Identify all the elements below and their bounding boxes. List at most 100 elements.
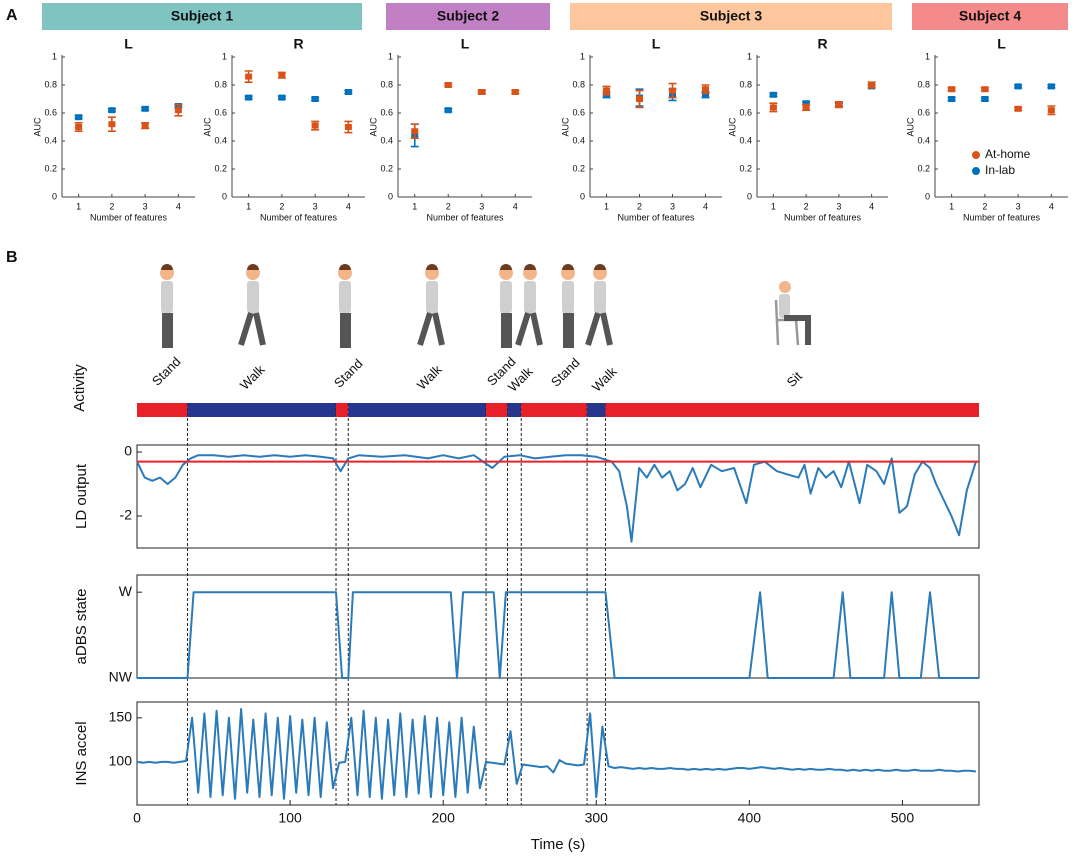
y-tick-label: 1 [52, 51, 57, 61]
y-tick-label: NW [109, 669, 133, 685]
activity-segment [605, 403, 979, 417]
marker [702, 86, 709, 93]
marker [108, 107, 116, 114]
activity-icon [160, 264, 174, 348]
y-axis-label: AUC [727, 117, 737, 137]
y-tick-label: 0.2 [572, 163, 585, 173]
marker [311, 122, 319, 129]
x-tick-label: 0 [133, 810, 141, 826]
subject-header [386, 3, 550, 30]
y-tick-label: 0.8 [739, 79, 752, 89]
plot-box [136, 574, 980, 679]
marker [669, 87, 676, 94]
y-axis-label: Activity [71, 364, 88, 412]
y-tick-label: 0.6 [214, 107, 227, 117]
x-axis-label: Number of features [260, 212, 338, 222]
x-tick-label: 3 [1016, 201, 1021, 211]
marker [478, 89, 486, 95]
y-tick-label: 0.8 [380, 79, 393, 89]
subject-header [912, 3, 1068, 30]
activity-icon [774, 281, 811, 346]
x-tick-label: 3 [836, 201, 841, 211]
activity-segment [348, 403, 487, 417]
y-tick-label: 0.2 [380, 163, 393, 173]
marker [344, 124, 352, 130]
activity-icon [417, 264, 445, 346]
x-tick-label: 1 [412, 201, 417, 211]
chart-title: R [817, 36, 827, 52]
activity-label: Stand [331, 356, 366, 391]
panel-label: A [6, 7, 18, 24]
y-tick-label: 0.2 [739, 163, 752, 173]
data-line [136, 454, 977, 543]
activity-icon [561, 264, 575, 348]
activity-segment [486, 403, 508, 417]
y-tick-label: 0 [580, 191, 585, 201]
y-tick-label: 0 [747, 191, 752, 201]
data-line [136, 708, 977, 800]
marker [769, 104, 777, 111]
activity-icon [238, 264, 266, 346]
activity-label: Walk [414, 362, 445, 393]
marker [311, 96, 319, 102]
plot-box [136, 701, 980, 806]
y-tick-label: 0.8 [917, 79, 930, 89]
x-tick-label: 2 [279, 201, 284, 211]
subject-label: Subject 3 [700, 8, 762, 24]
y-axis-label: INS accel [73, 721, 90, 785]
x-axis-label: Number of features [963, 212, 1041, 222]
chart-title: L [461, 36, 470, 52]
y-tick-label: 0.2 [44, 163, 57, 173]
plot-box [136, 444, 980, 549]
x-axis-label: Number of features [90, 212, 168, 222]
x-tick-label: 3 [670, 201, 675, 211]
y-tick-label: 0.4 [44, 135, 57, 145]
activity-segment [521, 403, 588, 417]
y-tick-label: 0.2 [917, 163, 930, 173]
y-tick-label: -2 [120, 507, 133, 523]
y-tick-label: 1 [580, 51, 585, 61]
marker [411, 128, 419, 135]
y-axis-label: aDBS state [73, 589, 90, 665]
y-tick-label: 0.4 [739, 135, 752, 145]
x-tick-label: 500 [891, 810, 915, 826]
marker [444, 107, 452, 114]
y-axis-label: AUC [202, 117, 212, 137]
x-tick-label: 4 [513, 201, 518, 211]
x-axis-label: Time (s) [531, 836, 585, 853]
marker [75, 124, 83, 130]
y-tick-label: 1 [388, 51, 393, 61]
marker [278, 94, 286, 101]
subject-label: Subject 2 [437, 8, 499, 24]
y-axis-label: LD output [73, 463, 90, 529]
x-tick-label: 4 [346, 201, 351, 211]
x-tick-label: 1 [76, 201, 81, 211]
x-tick-label: 4 [176, 201, 181, 211]
y-tick-label: 0 [925, 191, 930, 201]
subject-header [42, 3, 362, 30]
y-tick-label: 0.2 [214, 163, 227, 173]
activity-segment [587, 403, 606, 417]
x-tick-label: 1 [246, 201, 251, 211]
subject-label: Subject 1 [171, 8, 233, 24]
y-axis-label: AUC [905, 117, 915, 137]
y-tick-label: 0.4 [380, 135, 393, 145]
y-tick-label: 0.6 [572, 107, 585, 117]
marker [245, 94, 253, 101]
x-tick-label: 100 [278, 810, 302, 826]
marker [981, 96, 989, 102]
y-tick-label: 0.6 [917, 107, 930, 117]
marker [769, 91, 777, 98]
marker [948, 96, 956, 102]
marker [868, 82, 876, 88]
y-tick-label: 0.8 [214, 79, 227, 89]
activity-icon [585, 264, 613, 346]
y-tick-label: 100 [109, 753, 133, 769]
y-tick-label: 0.4 [917, 135, 930, 145]
y-tick-label: 1 [747, 51, 752, 61]
marker [603, 87, 610, 94]
activity-label: Walk [589, 364, 620, 395]
y-tick-label: 1 [925, 51, 930, 61]
x-tick-label: 1 [604, 201, 609, 211]
x-tick-label: 3 [479, 201, 484, 211]
